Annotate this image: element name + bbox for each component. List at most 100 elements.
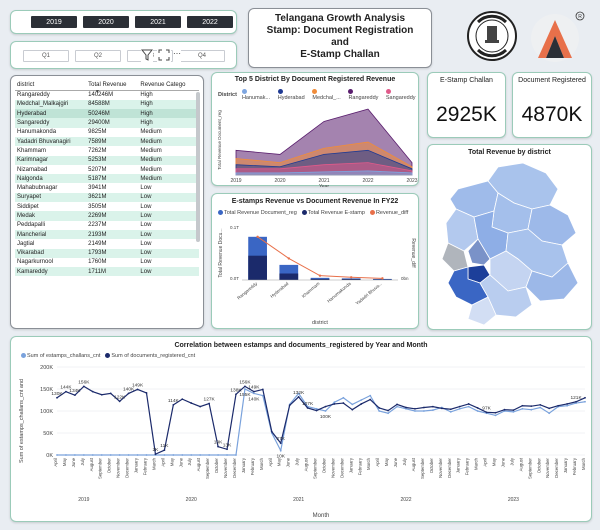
table-row[interactable]: Hyderabad 50246M High <box>15 109 199 119</box>
table-row[interactable]: Peddapalli 2237M Low <box>15 221 199 230</box>
quarter-button-q1[interactable]: Q1 <box>23 50 69 62</box>
documents-line-point <box>476 407 479 409</box>
more-options-icon[interactable]: ⋯ <box>173 48 181 62</box>
estamps-line-point <box>226 454 228 456</box>
estamps-line-point <box>172 454 175 456</box>
documents-line-point <box>512 409 515 412</box>
sort-descending-icon: ▼ <box>95 89 100 95</box>
quarter-button-q4[interactable]: Q4 <box>179 50 225 62</box>
documents-data-label: 144K <box>60 385 72 391</box>
estamps-line-point <box>342 396 345 399</box>
estamps-data-label: 100K <box>320 414 332 420</box>
documents-line-point <box>342 402 345 404</box>
area-x-tick: 2023 <box>406 178 417 184</box>
telangana-district-map[interactable] <box>428 159 593 329</box>
documents-line-point <box>360 403 363 405</box>
table-scrollbar[interactable] <box>196 92 200 242</box>
documents-line-point <box>405 406 407 409</box>
category-cell: Low <box>140 185 152 192</box>
line-y-tick: 0K <box>46 453 53 459</box>
documents-line-point <box>226 448 228 451</box>
documents-line-point <box>369 398 372 401</box>
revenue-cell: 5253M <box>86 155 139 165</box>
year-button-2021[interactable]: 2021 <box>135 16 181 28</box>
table-row[interactable]: Rangareddy 140246M High <box>15 91 199 100</box>
area-y-label: Total Revenue Document_reg <box>217 110 222 170</box>
line-chart-title: Correlation between estamps and document… <box>174 342 428 349</box>
documents-data-label: 130K <box>51 391 63 397</box>
district-cell: Mahabubnagar <box>17 185 58 192</box>
filter-icon[interactable] <box>140 48 154 62</box>
estamps-line-point <box>369 394 372 397</box>
map-region-far-south <box>467 296 497 326</box>
line-month-tick: September <box>527 457 532 479</box>
table-row[interactable]: Sangareddy 29400M High <box>15 118 199 128</box>
documents-data-label: 156K <box>239 379 251 385</box>
bar-y-tick-bottom: 0.0T <box>230 276 239 281</box>
documents-line-point <box>557 404 560 407</box>
table-row[interactable]: Kamareddy 1711M Low <box>15 267 199 277</box>
bar-y2-label: Revenue_diff <box>410 238 416 268</box>
table-row[interactable]: Vikarabad 1793M Low <box>15 248 199 258</box>
table-row[interactable]: Nalgonda 5187M Medium <box>15 174 199 184</box>
estamps-data-label: 10K <box>276 454 285 460</box>
table-row[interactable]: Karimnagar 5253M Medium <box>15 155 199 165</box>
documents-line-point <box>136 388 139 391</box>
table-row[interactable]: Medak 2269M Low <box>15 211 199 221</box>
year-slicer-card: 2019 2020 2021 2022 <box>10 10 237 34</box>
documents-line-point <box>521 404 524 407</box>
quarter-button-q2[interactable]: Q2 <box>75 50 121 62</box>
bar-chart-plot: Rangareddy Hyderabad Khammam Hanumakonda Yad… <box>218 225 416 326</box>
category-cell: High <box>140 92 153 99</box>
documents-line-point <box>530 405 533 408</box>
line-month-tick: September <box>420 457 425 479</box>
category-cell: High <box>138 118 199 128</box>
table-row[interactable]: Suryapet 3621M Low <box>15 192 199 203</box>
table-row[interactable]: Siddipet 3505M Low <box>15 202 199 211</box>
line-month-tick: February <box>250 457 255 475</box>
table-row[interactable]: Nizamabad 5207M Medium <box>15 165 199 174</box>
table-row[interactable]: Mahabubnagar 3941M Low <box>15 183 199 192</box>
estamps-line-point <box>387 412 390 415</box>
documents-line-point <box>351 408 354 411</box>
estamps-line-point <box>109 454 112 456</box>
district-cell: Mancherial <box>15 229 87 240</box>
estamps-line-point <box>458 407 461 410</box>
documents-line-point <box>279 442 282 445</box>
year-button-2022[interactable]: 2022 <box>187 16 233 28</box>
table-row[interactable]: Hanumakonda 9825M Medium <box>15 128 199 137</box>
bar-chart-title: E-stamps Revenue vs Document Revenue In … <box>231 198 399 205</box>
table-row[interactable]: Nagarkurnool 1760M Low <box>15 258 199 267</box>
table-row[interactable]: Yadadri Bhuvanagiri 7589M Medium <box>15 136 199 147</box>
documents-line-point <box>217 445 219 448</box>
documents-line-point <box>333 403 336 405</box>
hyderabad-government-seal-logo <box>466 10 518 62</box>
table-row[interactable]: Mancherial 2193M Low <box>15 229 199 240</box>
documents-line-point <box>494 411 497 414</box>
focus-mode-icon[interactable] <box>157 48 171 62</box>
line-month-tick: November <box>223 457 228 477</box>
column-header-revenue-category[interactable]: Revenue Catego <box>138 80 199 91</box>
revenue-cell: 1760M <box>88 259 107 266</box>
line-month-tick: May <box>277 457 282 466</box>
revenue-cell: 29400M <box>86 118 139 128</box>
estamps-line-point <box>118 454 121 456</box>
table-row[interactable]: Medchal_Malkajgiri 84588M High <box>15 99 199 110</box>
revenue-cell: 7589M <box>86 136 139 147</box>
table-row[interactable]: Jagtial 2149M Low <box>15 239 199 248</box>
legend-estamps: Sum of estamps_challans_cnt <box>21 353 100 359</box>
estamps-line-point <box>56 454 58 456</box>
estamps-line-point <box>315 407 318 410</box>
column-header-district[interactable]: district <box>15 80 87 91</box>
year-button-2019[interactable]: 2019 <box>31 16 77 28</box>
documents-line-point <box>181 398 184 401</box>
year-button-2020[interactable]: 2020 <box>83 16 129 28</box>
line-month-tick: April <box>483 458 488 467</box>
table-row[interactable]: Khammam 7262M Medium <box>15 146 199 155</box>
documents-line-point <box>485 411 488 414</box>
line-month-tick: February <box>357 457 362 475</box>
line-month-tick: November <box>545 457 550 477</box>
column-header-total-revenue[interactable]: Total Revenue <box>86 80 139 91</box>
district-cell: Karimnagar <box>15 155 87 165</box>
line-month-tick: August <box>518 457 523 471</box>
